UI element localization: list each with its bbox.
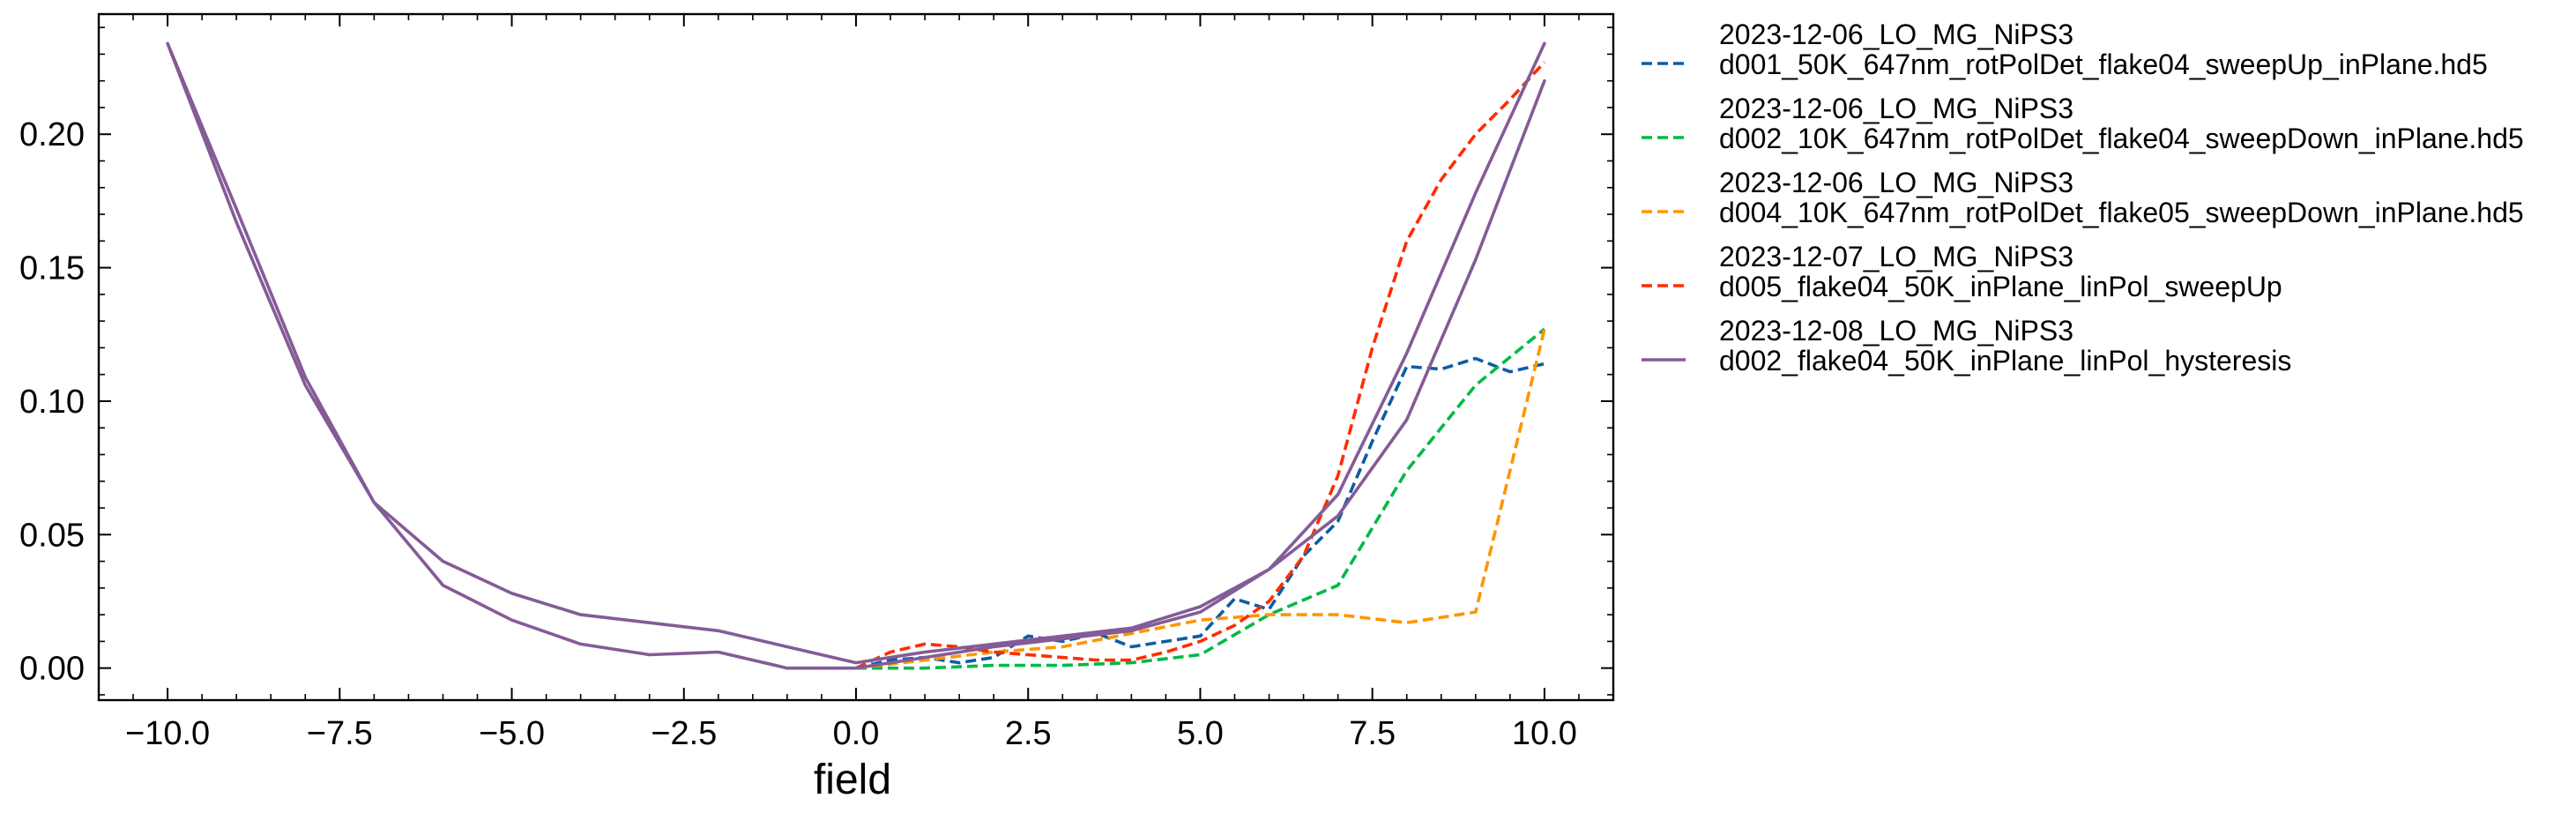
y-tick-label: 0.00	[19, 651, 85, 688]
x-tick-label: −5.0	[479, 715, 545, 752]
plot-frame	[97, 12, 1615, 702]
x-tick-label: 2.5	[1005, 715, 1052, 752]
x-tick-label: −7.5	[307, 715, 373, 752]
y-tick-label: 0.10	[19, 384, 85, 421]
legend-item: 2023-12-06_LO_MG_NiPS3d001_50K_647nm_rot…	[1642, 19, 2488, 80]
legend-label: d004_10K_647nm_rotPolDet_flake05_sweepDo…	[1719, 197, 2524, 228]
x-axis-ticks	[132, 14, 1580, 700]
legend: 2023-12-06_LO_MG_NiPS3d001_50K_647nm_rot…	[1642, 19, 2524, 377]
legend-label: d005_flake04_50K_inPlane_linPol_sweepUp	[1719, 271, 2282, 302]
plot-area: −10.0 −7.5 −5.0 −2.5 0.0 2.5 5.0 7.5 10.0 0.000.…	[19, 12, 1615, 803]
y-tick-label: 0.20	[19, 116, 85, 153]
legend-label: 2023-12-06_LO_MG_NiPS3	[1719, 93, 2073, 124]
series-layer	[166, 41, 1546, 670]
y-tick-label: 0.05	[19, 517, 85, 554]
series-line-5	[166, 41, 1546, 670]
legend-item: 2023-12-08_LO_MG_NiPS3d002_flake04_50K_i…	[1642, 315, 2291, 377]
x-tick-label: 7.5	[1349, 715, 1396, 752]
x-tick-label: 5.0	[1177, 715, 1224, 752]
series-line-2	[856, 327, 1546, 670]
series-line-1	[855, 356, 1545, 670]
legend-label: d002_flake04_50K_inPlane_linPol_hysteres…	[1719, 345, 2291, 377]
x-tick-label: −10.0	[125, 715, 210, 752]
series-line-3	[855, 328, 1546, 670]
x-axis-title: field	[814, 757, 891, 803]
legend-label: 2023-12-07_LO_MG_NiPS3	[1719, 241, 2073, 272]
y-tick-label: 0.15	[19, 250, 85, 287]
legend-item: 2023-12-06_LO_MG_NiPS3d004_10K_647nm_rot…	[1642, 167, 2524, 228]
y-axis-tick-labels: 0.00 0.05 0.10 0.15 0.20	[19, 116, 85, 687]
legend-label: d001_50K_647nm_rotPolDet_flake04_sweepUp…	[1719, 48, 2488, 80]
legend-label: d002_10K_647nm_rotPolDet_flake04_sweepDo…	[1719, 123, 2524, 154]
y-axis-ticks	[99, 26, 1613, 696]
legend-item: 2023-12-07_LO_MG_NiPS3d005_flake04_50K_i…	[1642, 241, 2282, 302]
legend-label: 2023-12-06_LO_MG_NiPS3	[1719, 19, 2073, 50]
legend-label: 2023-12-06_LO_MG_NiPS3	[1719, 167, 2073, 198]
legend-label: 2023-12-08_LO_MG_NiPS3	[1719, 315, 2073, 347]
series-line-4	[855, 61, 1546, 670]
x-axis-tick-labels: −10.0 −7.5 −5.0 −2.5 0.0 2.5 5.0 7.5 10.0	[125, 715, 1577, 752]
x-tick-label: −2.5	[651, 715, 717, 752]
x-tick-label: 10.0	[1512, 715, 1577, 752]
legend-item: 2023-12-06_LO_MG_NiPS3d002_10K_647nm_rot…	[1642, 93, 2524, 154]
x-tick-label: 0.0	[833, 715, 880, 752]
